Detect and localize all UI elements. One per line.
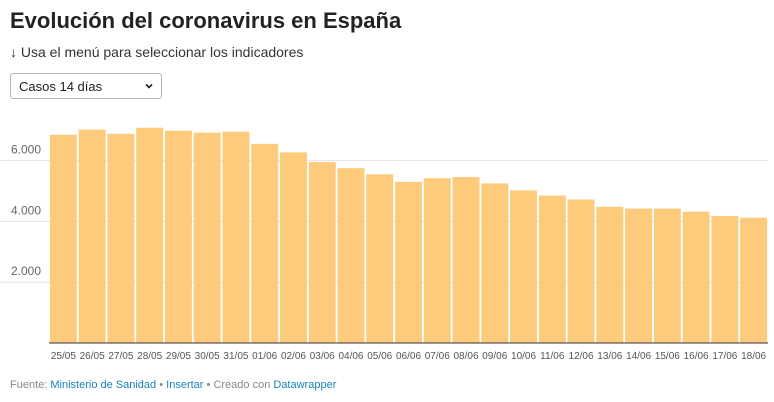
y-tick-label: 6.000	[11, 143, 41, 157]
footer-separator: •	[159, 379, 164, 391]
x-tick-label: 29/05	[166, 351, 191, 362]
x-tick-label: 17/06	[712, 351, 737, 362]
bar	[222, 131, 250, 343]
bar	[107, 133, 135, 343]
x-tick-label: 25/05	[51, 351, 76, 362]
x-tick-label: 09/06	[482, 351, 507, 362]
bar	[395, 181, 422, 343]
created-with-label: Creado con	[213, 379, 271, 391]
indicator-select[interactable]: Casos 14 días	[10, 73, 162, 99]
x-tick-label: 04/06	[338, 351, 363, 362]
x-tick-label: 02/06	[281, 351, 306, 362]
x-tick-label: 08/06	[454, 351, 479, 362]
footer-separator: •	[206, 379, 211, 391]
x-tick-label: 11/06	[540, 351, 565, 362]
y-tick-label: 2.000	[11, 264, 41, 278]
x-tick-label: 27/05	[108, 351, 133, 362]
bar	[538, 195, 566, 343]
bar	[481, 183, 509, 343]
bar	[136, 127, 164, 343]
datawrapper-link[interactable]: Datawrapper	[273, 379, 337, 391]
bar	[711, 215, 739, 343]
y-tick-label: 4.000	[11, 203, 41, 217]
x-tick-label: 06/06	[396, 351, 421, 362]
x-tick-label: 15/06	[655, 351, 680, 362]
x-tick-label: 30/05	[195, 351, 220, 362]
x-tick-label: 05/06	[367, 351, 392, 362]
bar	[596, 206, 624, 343]
bar-chart: 2.000 4.000 6.000 25/05 26/05 27/05 28/05 29/05…	[0, 110, 774, 365]
bar	[510, 190, 538, 343]
indicator-select-wrapper: Casos 14 días	[10, 73, 162, 99]
x-tick-label: 31/05	[223, 351, 248, 362]
bar	[740, 217, 768, 343]
bar	[193, 132, 221, 343]
x-tick-label: 01/06	[252, 351, 277, 362]
bar	[653, 208, 681, 343]
x-tick-label: 28/05	[137, 351, 162, 362]
bar	[78, 129, 106, 343]
x-tick-label: 10/06	[511, 351, 536, 362]
bar	[279, 152, 307, 343]
x-tick-label: 18/06	[741, 351, 766, 362]
chart-subtitle: ↓ Usa el menú para seleccionar los indic…	[10, 44, 304, 60]
bar	[49, 134, 77, 343]
x-tick-label: 03/06	[310, 351, 335, 362]
bar	[366, 174, 394, 343]
chart-title: Evolución del coronavirus en España	[10, 8, 402, 33]
source-link[interactable]: Ministerio de Sanidad	[50, 379, 157, 391]
x-tick-label: 12/06	[569, 351, 594, 362]
bar	[567, 199, 595, 343]
bar	[423, 178, 451, 343]
source-label: Fuente:	[10, 379, 48, 391]
bar	[308, 162, 336, 343]
x-tick-label: 07/06	[425, 351, 450, 362]
bar	[682, 211, 710, 343]
x-tick-label: 16/06	[684, 351, 709, 362]
bar-chart-svg: 2.000 4.000 6.000 25/05 26/05 27/05 28/05 29/05…	[0, 127, 768, 362]
bar	[337, 168, 365, 343]
x-tick-label: 13/06	[597, 351, 622, 362]
bar	[625, 208, 653, 343]
bar	[251, 143, 279, 343]
embed-link[interactable]: Insertar	[166, 379, 204, 391]
x-tick-label: 14/06	[626, 351, 651, 362]
x-tick-label: 26/05	[80, 351, 105, 362]
bar	[452, 176, 480, 343]
footer: Fuente: Ministerio de Sanidad • Insertar…	[10, 379, 336, 391]
bar	[164, 130, 192, 343]
